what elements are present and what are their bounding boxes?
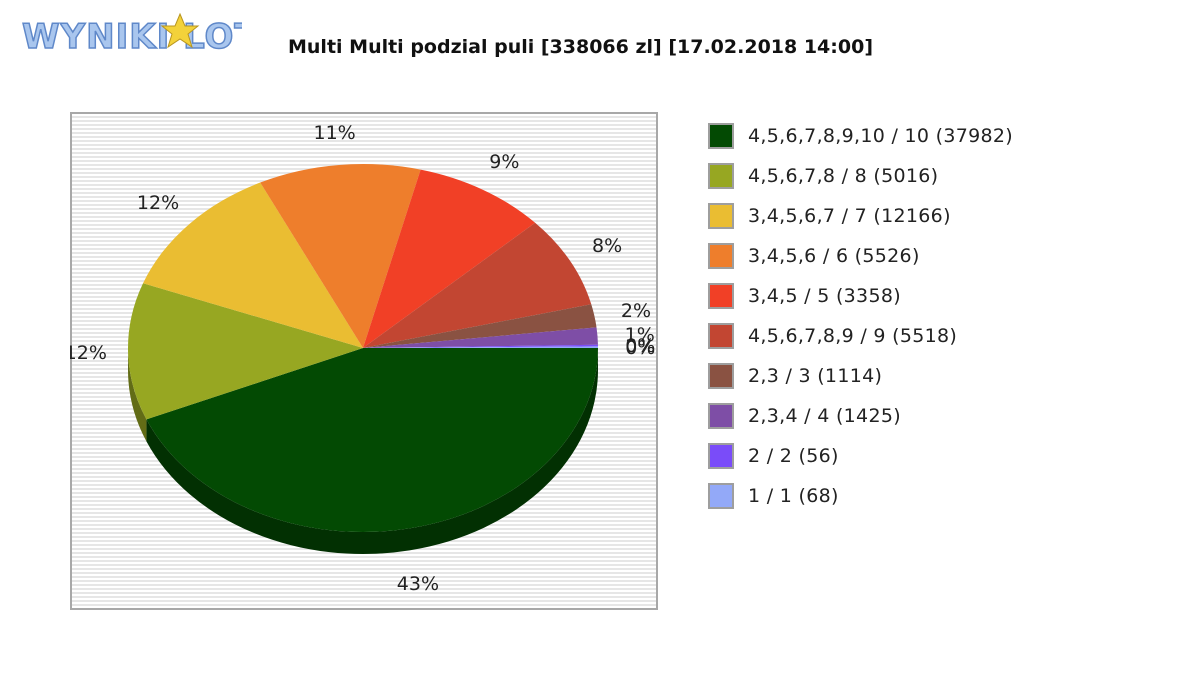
legend-swatch <box>708 483 734 509</box>
pie-slice-side-1 <box>128 348 147 442</box>
legend-swatch <box>708 323 734 349</box>
legend-swatch <box>708 203 734 229</box>
pie-slice-label-8: 0% <box>625 335 655 357</box>
legend-swatch <box>708 403 734 429</box>
legend-label: 2,3,4 / 4 (1425) <box>748 405 901 427</box>
pie-slice-label-6: 2% <box>621 300 651 322</box>
legend-label: 4,5,6,7,8 / 8 (5016) <box>748 165 939 187</box>
legend-label: 1 / 1 (68) <box>748 485 839 507</box>
legend-label: 3,4,5 / 5 (3358) <box>748 285 901 307</box>
pie-slice-5 <box>363 222 592 348</box>
legend-label: 3,4,5,6,7 / 7 (12166) <box>748 205 951 227</box>
pie-slice-label-0: 43% <box>397 573 439 595</box>
legend-label: 4,5,6,7,8,9,10 / 10 (37982) <box>748 125 1014 147</box>
pie-slice-2 <box>143 182 363 348</box>
pie-slice-1 <box>128 283 363 420</box>
chart-title: Multi Multi podzial puli [338066 zl] [17… <box>288 36 874 58</box>
legend-label: 2,3 / 3 (1114) <box>748 365 883 387</box>
legend-label: 4,5,6,7,8,9 / 9 (5518) <box>748 325 958 347</box>
pie-slice-label-3: 11% <box>314 122 356 144</box>
pie-slice-label-4: 9% <box>489 151 519 173</box>
pie-slice-3 <box>260 164 421 348</box>
pie-slice-label-1: 12% <box>70 342 107 364</box>
pie-slice-label-9: 0% <box>625 337 655 359</box>
pie-slice-6 <box>363 304 597 348</box>
pie-slice-label-2: 12% <box>137 192 179 214</box>
legend-label: 2 / 2 (56) <box>748 445 839 467</box>
wyniki-lotto-logo: WYNIKI LOTTO <box>21 12 242 58</box>
legend-swatch <box>708 163 734 189</box>
pie-slice-8 <box>363 344 598 348</box>
pie-slice-9 <box>363 346 598 348</box>
svg-text:WYNIKI LOTTO: WYNIKI LOTTO <box>22 17 242 57</box>
legend-swatch <box>708 243 734 269</box>
pie-slice-label-7: 1% <box>625 324 655 346</box>
pie-slice-label-5: 8% <box>592 235 622 257</box>
legend-swatch <box>708 443 734 469</box>
pie-chart: 43%12%12%11%9%8%2%1%0%0% <box>70 112 658 610</box>
legend-label: 3,4,5,6 / 6 (5526) <box>748 245 920 267</box>
pie-slice-7 <box>363 327 598 348</box>
legend-swatch <box>708 283 734 309</box>
legend-swatch <box>708 363 734 389</box>
legend-swatch <box>708 123 734 149</box>
pie-slice-4 <box>363 169 536 348</box>
star-icon <box>160 12 200 49</box>
pie-slice-0 <box>146 348 598 532</box>
